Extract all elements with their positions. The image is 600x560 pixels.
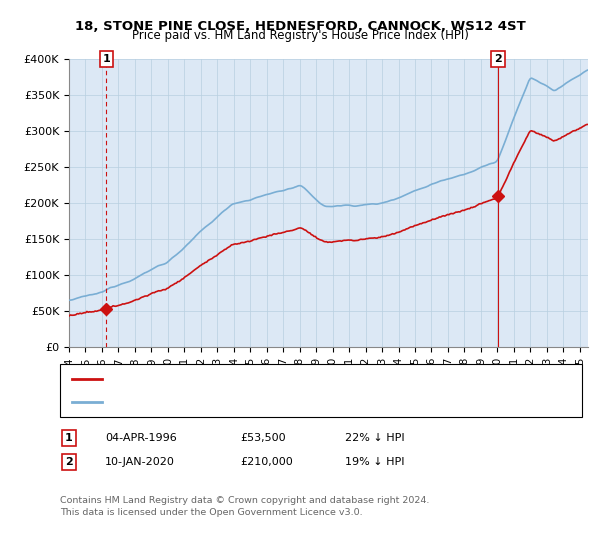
Text: 19% ↓ HPI: 19% ↓ HPI [345,457,404,467]
Text: 2: 2 [494,54,502,64]
Text: 18, STONE PINE CLOSE, HEDNESFORD, CANNOCK, WS12 4ST: 18, STONE PINE CLOSE, HEDNESFORD, CANNOC… [74,20,526,32]
Text: 18, STONE PINE CLOSE, HEDNESFORD, CANNOCK, WS12 4ST (detached house): 18, STONE PINE CLOSE, HEDNESFORD, CANNOC… [105,374,517,384]
Text: 04-APR-1996: 04-APR-1996 [105,433,177,443]
Text: This data is licensed under the Open Government Licence v3.0.: This data is licensed under the Open Gov… [60,508,362,517]
Text: £53,500: £53,500 [240,433,286,443]
Text: £210,000: £210,000 [240,457,293,467]
Text: Contains HM Land Registry data © Crown copyright and database right 2024.: Contains HM Land Registry data © Crown c… [60,496,430,505]
Text: 1: 1 [103,54,110,64]
Text: 10-JAN-2020: 10-JAN-2020 [105,457,175,467]
Text: 22% ↓ HPI: 22% ↓ HPI [345,433,404,443]
Text: HPI: Average price, detached house, Cannock Chase: HPI: Average price, detached house, Cann… [105,397,379,407]
Text: Price paid vs. HM Land Registry's House Price Index (HPI): Price paid vs. HM Land Registry's House … [131,29,469,42]
Text: 1: 1 [65,433,73,443]
Text: 2: 2 [65,457,73,467]
